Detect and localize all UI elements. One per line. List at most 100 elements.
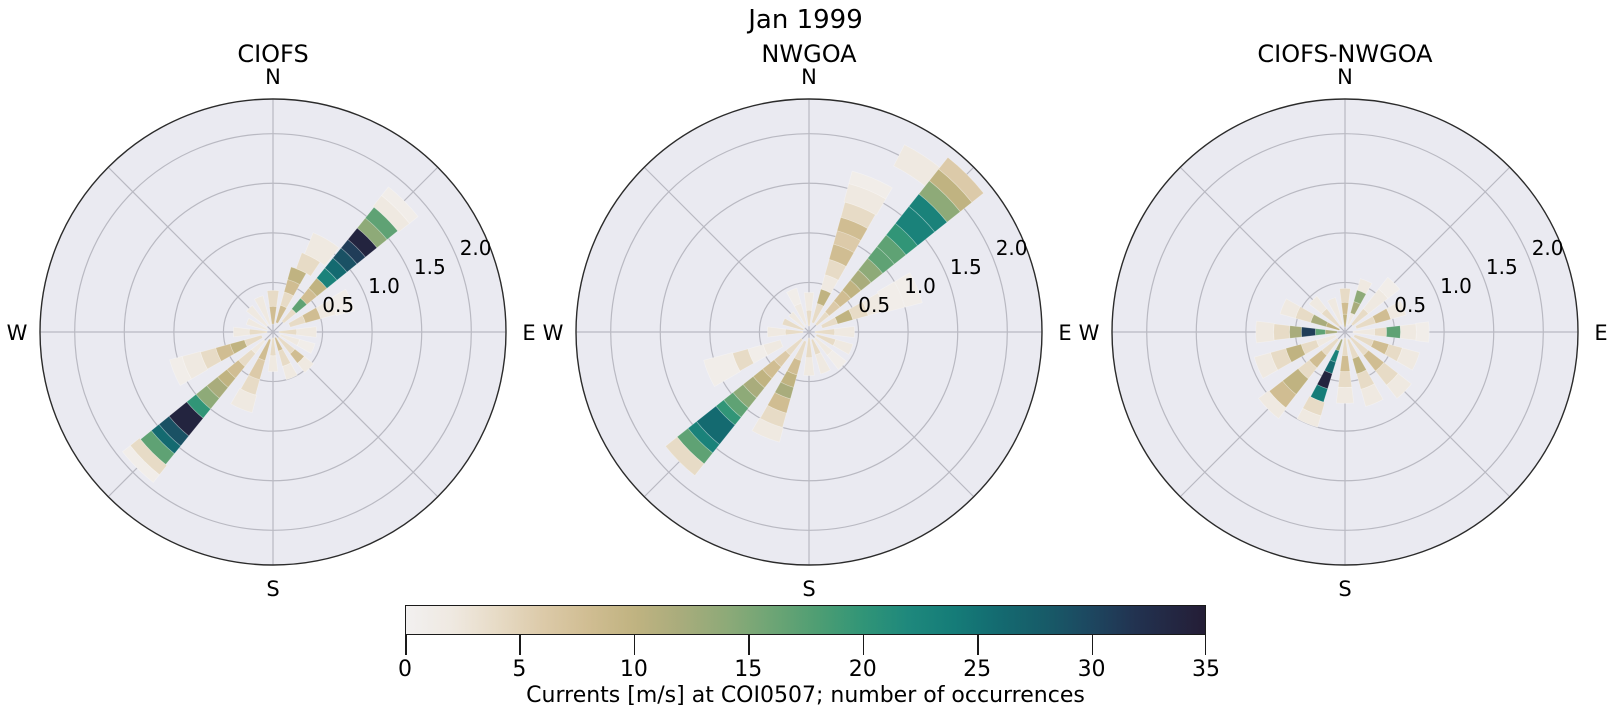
histogram-cell xyxy=(1324,359,1337,375)
histogram-cell xyxy=(230,387,258,414)
colorbar-gradient xyxy=(405,605,1206,635)
plot-title-ciofs-nwgoa: CIOFS-NWGOA xyxy=(1257,40,1433,68)
histogram-cell xyxy=(1340,301,1350,315)
histogram-cell xyxy=(158,415,190,447)
histogram-cell xyxy=(1349,336,1369,356)
histogram-cell xyxy=(813,336,833,356)
histogram-cell xyxy=(1339,355,1351,373)
histogram-cell xyxy=(784,328,804,336)
histogram-cell xyxy=(1372,308,1392,324)
histogram-cell xyxy=(217,368,237,388)
colorbar-tick-label: 5 xyxy=(512,657,527,682)
histogram-cell xyxy=(288,314,306,328)
histogram-cell xyxy=(328,288,356,317)
histogram-cell xyxy=(715,399,742,426)
cardinal-label-s: S xyxy=(802,577,815,600)
histogram-cell xyxy=(703,352,741,388)
histogram-cell xyxy=(1385,300,1407,320)
histogram-cell xyxy=(1335,386,1355,404)
histogram-cell xyxy=(206,376,229,399)
histogram-cell xyxy=(867,246,895,274)
histogram-cell xyxy=(150,423,182,455)
histogram-cell xyxy=(1314,328,1326,336)
histogram-cell xyxy=(774,381,795,400)
histogram-cell xyxy=(1352,328,1376,336)
histogram-cell xyxy=(664,436,705,477)
histogram-cell xyxy=(832,230,862,254)
colorbar-tick xyxy=(1204,635,1206,655)
histogram-cell xyxy=(826,349,847,370)
histogram-cell xyxy=(279,333,301,347)
histogram-cell xyxy=(805,337,813,359)
histogram-cell xyxy=(269,337,277,357)
histogram-cell xyxy=(186,393,212,419)
histogram-cell xyxy=(1296,407,1322,428)
colorbar-tick-label: 25 xyxy=(963,657,992,682)
histogram-cell xyxy=(372,194,411,233)
histogram-cell xyxy=(1339,288,1351,303)
histogram-cell xyxy=(301,307,322,324)
cardinal-label-w: W xyxy=(543,321,564,345)
histogram-cell xyxy=(1375,362,1399,386)
histogram-cell xyxy=(832,338,854,355)
histogram-cell xyxy=(289,348,305,364)
histogram-cell xyxy=(277,348,292,367)
histogram-cell xyxy=(938,156,985,203)
histogram-cell xyxy=(248,357,266,381)
histogram-cell xyxy=(1253,352,1279,379)
histogram-cell xyxy=(814,328,836,336)
radial-tick-label: 1.5 xyxy=(950,255,982,279)
histogram-cell xyxy=(814,311,830,327)
histogram-cell xyxy=(849,269,872,292)
histogram-cell xyxy=(786,357,802,376)
histogram-cell xyxy=(843,183,887,216)
histogram-cell xyxy=(848,301,869,321)
histogram-cell xyxy=(803,357,815,376)
histogram-cell xyxy=(381,186,419,224)
histogram-cell xyxy=(833,289,852,308)
histogram-cell xyxy=(1325,321,1341,331)
histogram-cell xyxy=(848,170,893,200)
histogram-cell xyxy=(1315,334,1337,348)
histogram-cell xyxy=(1321,308,1341,328)
histogram-cell xyxy=(723,391,750,418)
histogram-cell xyxy=(279,291,294,309)
histogram-cell xyxy=(1268,380,1297,409)
histogram-cell xyxy=(1273,323,1291,341)
histogram-cell xyxy=(1356,369,1375,390)
radial-tick-label: 0.5 xyxy=(322,293,354,317)
histogram-cell xyxy=(364,206,399,241)
histogram-cell xyxy=(181,351,209,380)
histogram-cell xyxy=(928,168,973,213)
histogram-cell xyxy=(248,328,268,336)
histogram-cell xyxy=(761,359,782,380)
histogram-cell xyxy=(816,288,832,307)
histogram-cell xyxy=(742,375,766,399)
colorbar-tick-label: 30 xyxy=(1077,657,1106,682)
cardinal-label-n: N xyxy=(801,65,817,89)
histogram-cell xyxy=(287,266,307,286)
histogram-cell xyxy=(1342,313,1348,328)
histogram-cell xyxy=(1353,289,1367,305)
histogram-cell xyxy=(785,337,804,356)
radial-tick-label: 1.5 xyxy=(414,255,446,279)
histogram-cell xyxy=(304,232,340,267)
histogram-cell xyxy=(1294,306,1315,323)
colorbar-tick xyxy=(405,635,407,655)
histogram-cell xyxy=(876,281,906,313)
histogram-cell xyxy=(1329,349,1340,363)
histogram-cell xyxy=(1308,349,1328,369)
histogram-cell xyxy=(168,401,204,437)
histogram-cell xyxy=(1396,347,1420,371)
histogram-cell xyxy=(250,338,267,355)
radial-tick-label: 2.0 xyxy=(460,236,492,260)
colorbar-tick xyxy=(862,635,865,655)
histogram-cell xyxy=(291,297,308,314)
histogram-cell xyxy=(1360,383,1384,407)
polar-spine xyxy=(39,98,507,566)
histogram-cell xyxy=(1335,338,1344,352)
histogram-cell xyxy=(857,257,884,284)
radial-tick-label: 2.0 xyxy=(1532,236,1564,260)
histogram-cell xyxy=(805,309,813,327)
